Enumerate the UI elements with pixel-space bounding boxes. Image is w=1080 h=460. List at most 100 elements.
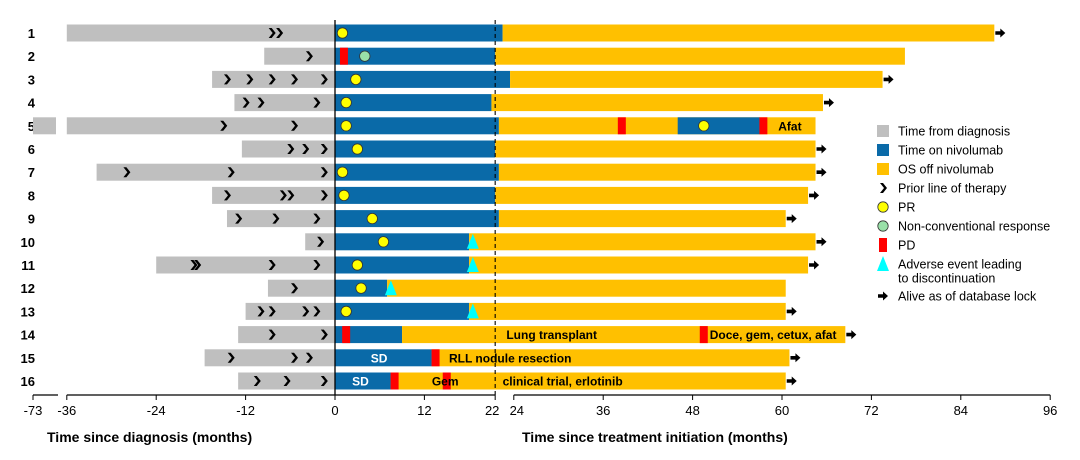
x-axis-title-right: Time since treatment initiation (months): [522, 429, 788, 445]
legend-label: Non-conventional response: [898, 220, 1050, 234]
patient-row-15: 15 SD RLL nodule resection: [21, 349, 801, 367]
nivolumab-retreatment-bar: [677, 117, 760, 135]
prior-line-chevron: [305, 352, 313, 363]
nivolumab-bar: [335, 326, 403, 344]
x-tick-label: 22: [485, 403, 499, 418]
prior-line-chevron: [302, 144, 310, 154]
row-annotation: SD: [352, 375, 369, 389]
patient-row-14: 14 Lung transplant Doce, gem, cetux, afat: [21, 326, 857, 344]
prior-line-chevron: [276, 28, 284, 38]
prior-line-chevron: [291, 74, 299, 85]
pd-marker: [442, 372, 451, 390]
diagnosis-bar: [238, 372, 335, 390]
prior-line-chevron: [291, 120, 299, 131]
os-off-bar: [469, 233, 816, 251]
adverse-event-marker: [466, 303, 479, 319]
diagnosis-bar: [267, 279, 335, 297]
x-tick-label: 84: [954, 403, 968, 418]
legend-swatch: [877, 144, 889, 156]
alive-arrow: [883, 74, 894, 84]
alive-arrow: [995, 28, 1006, 38]
legend-swatch: [877, 125, 889, 137]
pr-marker: [340, 97, 352, 109]
pr-marker: [340, 305, 352, 317]
alive-arrow: [790, 353, 801, 363]
patient-row-10: 10: [21, 233, 827, 251]
adverse-event-marker: [384, 280, 397, 296]
pd-marker: [431, 349, 440, 367]
patient-row-2: 2: [28, 47, 905, 65]
prior-line-chevron: [313, 213, 321, 224]
legend-label: PD: [898, 239, 915, 253]
row-label: 10: [21, 235, 35, 250]
alive-arrow: [809, 260, 820, 270]
nivolumab-bar: [335, 94, 492, 112]
nivolumab-bar: [335, 349, 432, 367]
legend-item: PD: [879, 238, 915, 253]
row-label: 13: [21, 304, 35, 319]
diagnosis-bar: [156, 256, 335, 274]
row-annotation: Afat: [778, 119, 801, 133]
prior-line-chevron: [268, 329, 276, 340]
row-label: 14: [21, 328, 36, 343]
row-label: 5: [28, 119, 35, 134]
prior-line-chevron: [227, 352, 235, 363]
patient-row-5: 5 Afat: [28, 117, 816, 135]
x-tick-label: 48: [685, 403, 699, 418]
x-tick-label: 12: [417, 403, 431, 418]
os-off-bar: [498, 117, 816, 135]
legend-item: Non-conventional response: [877, 220, 1050, 234]
legend-label: PR: [898, 201, 915, 215]
patient-row-8: 8: [28, 186, 820, 204]
pd-marker: [339, 47, 348, 65]
prior-line-chevron: [302, 306, 310, 317]
os-off-bar: [502, 24, 995, 42]
prior-line-chevron: [287, 190, 295, 201]
patient-row-16: 16 SD Gem clinical trial, erlotinib: [21, 372, 797, 390]
x-tick-label: 60: [775, 403, 789, 418]
pr-marker: [366, 213, 378, 225]
pr-marker: [377, 236, 390, 248]
prior-line-chevron: [253, 376, 261, 386]
adverse-event-marker: [466, 257, 479, 272]
diagnosis-bar-break-segment: [33, 117, 56, 135]
row-label: 16: [21, 374, 35, 389]
row-annotation: Gem: [432, 375, 459, 389]
x-axis-title-left: Time since diagnosis (months): [47, 429, 252, 445]
os-off-bar: [495, 140, 816, 158]
legend-pd-swatch: [879, 238, 887, 252]
pd-marker: [390, 372, 399, 390]
x-tick-label: 36: [596, 403, 610, 418]
legend-item: Adverse event leading to discontinuation: [877, 256, 1022, 286]
row-label: 8: [28, 188, 35, 203]
prior-line-chevron: [235, 213, 243, 224]
alive-arrow: [823, 98, 834, 108]
legend: Time from diagnosis Time on nivolumab OS o…: [877, 125, 1050, 304]
pr-marker: [355, 282, 367, 294]
prior-line-chevron: [320, 376, 328, 386]
adverse-event-marker: [466, 233, 479, 249]
os-off-bar: [495, 47, 905, 65]
patient-row-6: 6: [28, 140, 827, 158]
prior-line-chevron: [268, 74, 276, 85]
nivolumab-bar: [335, 117, 499, 135]
pr-marker: [340, 120, 352, 132]
legend-label: Time from diagnosis: [898, 125, 1010, 139]
os-off-bar: [469, 256, 809, 274]
diagnosis-bar: [96, 163, 335, 181]
prior-line-chevron: [317, 236, 325, 247]
legend-item: Time on nivolumab: [877, 144, 1003, 158]
diagnosis-bar: [305, 233, 335, 251]
prior-line-chevron: [242, 97, 250, 108]
os-off-bar: [387, 279, 786, 297]
pr-marker: [698, 120, 710, 132]
diagnosis-bar: [245, 302, 335, 320]
prior-line-chevron: [320, 74, 328, 85]
legend-item: Time from diagnosis: [877, 125, 1010, 139]
prior-line-chevron: [320, 329, 328, 340]
nivolumab-bar: [335, 24, 503, 42]
os-off-bar: [402, 326, 846, 344]
